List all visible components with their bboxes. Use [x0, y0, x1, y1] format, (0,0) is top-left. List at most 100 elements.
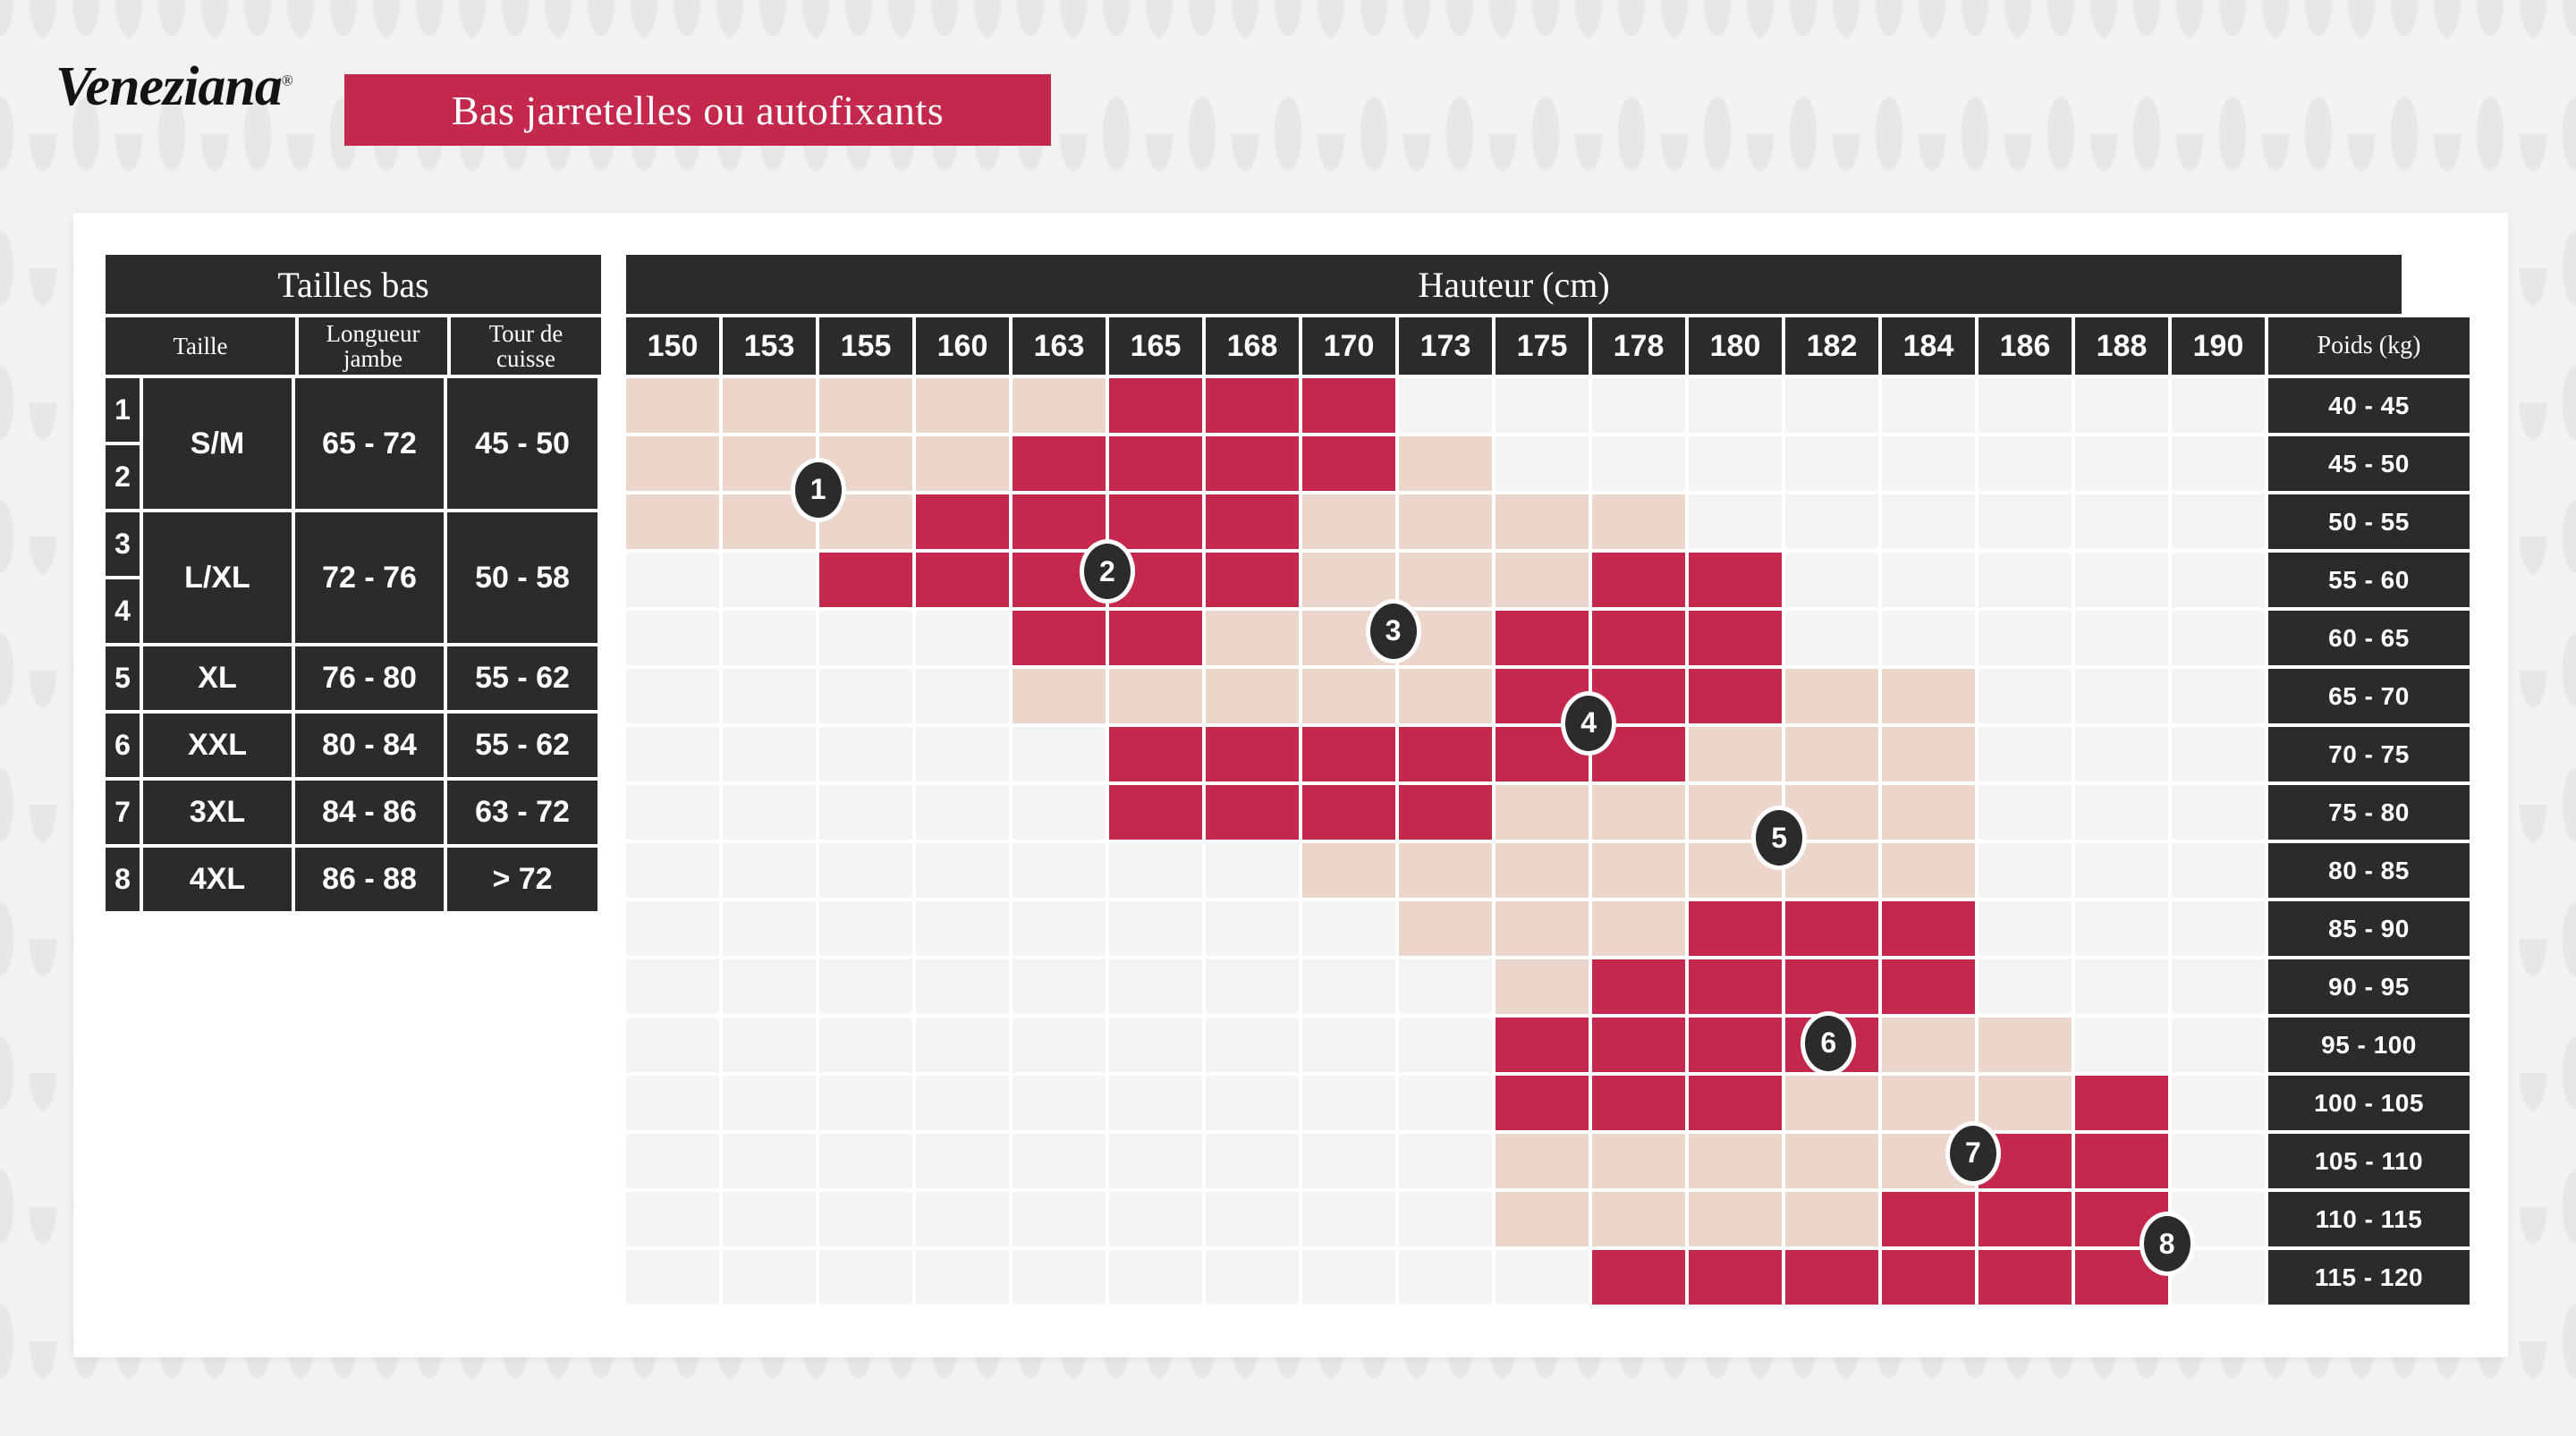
- chart-cell[interactable]: [1496, 1076, 1589, 1130]
- chart-cell[interactable]: [2075, 1018, 2168, 1072]
- chart-cell[interactable]: [819, 611, 912, 665]
- chart-cell[interactable]: [2075, 959, 2168, 1014]
- chart-cell[interactable]: [1206, 901, 1299, 956]
- chart-cell[interactable]: [626, 1134, 719, 1188]
- chart-cell[interactable]: [1882, 436, 1975, 491]
- chart-cell[interactable]: [1109, 1018, 1202, 1072]
- chart-cell[interactable]: [1302, 727, 1395, 781]
- chart-cell[interactable]: [1785, 378, 1878, 433]
- chart-cell[interactable]: [916, 1018, 1009, 1072]
- chart-cell[interactable]: [1206, 494, 1299, 549]
- chart-cell[interactable]: [723, 1076, 816, 1130]
- chart-cell[interactable]: [1785, 436, 1878, 491]
- chart-cell[interactable]: [723, 553, 816, 607]
- chart-cell[interactable]: [1882, 1076, 1975, 1130]
- chart-cell[interactable]: [2172, 901, 2265, 956]
- chart-cell[interactable]: [1785, 1192, 1878, 1246]
- chart-cell[interactable]: [723, 669, 816, 723]
- chart-cell[interactable]: [1496, 1134, 1589, 1188]
- size-marker-4[interactable]: 4: [1561, 690, 1617, 756]
- size-marker-3[interactable]: 3: [1365, 598, 1421, 663]
- chart-cell[interactable]: [1882, 378, 1975, 433]
- chart-cell[interactable]: [1399, 727, 1492, 781]
- size-marker-7[interactable]: 7: [1945, 1120, 2001, 1186]
- chart-cell[interactable]: [1302, 1192, 1395, 1246]
- chart-cell[interactable]: [723, 727, 816, 781]
- chart-cell[interactable]: [1592, 378, 1685, 433]
- chart-cell[interactable]: [1302, 1076, 1395, 1130]
- chart-cell[interactable]: [1689, 1018, 1782, 1072]
- chart-cell[interactable]: [2075, 727, 2168, 781]
- chart-cell[interactable]: [1109, 378, 1202, 433]
- chart-cell[interactable]: [1689, 1076, 1782, 1130]
- chart-cell[interactable]: [819, 378, 912, 433]
- chart-cell[interactable]: [2172, 1076, 2265, 1130]
- chart-cell[interactable]: [1013, 611, 1106, 665]
- chart-cell[interactable]: [916, 1250, 1009, 1305]
- chart-cell[interactable]: [2075, 494, 2168, 549]
- chart-cell[interactable]: [1496, 1250, 1589, 1305]
- chart-cell[interactable]: [626, 669, 719, 723]
- size-marker-1[interactable]: 1: [790, 457, 846, 522]
- chart-cell[interactable]: [1496, 901, 1589, 956]
- chart-cell[interactable]: [626, 901, 719, 956]
- chart-cell[interactable]: [1013, 1134, 1106, 1188]
- chart-cell[interactable]: [916, 1134, 1009, 1188]
- chart-cell[interactable]: [1206, 378, 1299, 433]
- chart-cell[interactable]: [819, 843, 912, 898]
- chart-cell[interactable]: [1399, 785, 1492, 840]
- chart-cell[interactable]: [1979, 494, 2072, 549]
- chart-cell[interactable]: [2172, 669, 2265, 723]
- chart-cell[interactable]: [2075, 553, 2168, 607]
- chart-cell[interactable]: [1689, 1250, 1782, 1305]
- chart-cell[interactable]: [1399, 436, 1492, 491]
- chart-cell[interactable]: [723, 785, 816, 840]
- chart-cell[interactable]: [2075, 378, 2168, 433]
- chart-cell[interactable]: [723, 611, 816, 665]
- chart-cell[interactable]: [1302, 494, 1395, 549]
- chart-cell[interactable]: [1109, 901, 1202, 956]
- chart-cell[interactable]: [1979, 1018, 2072, 1072]
- chart-cell[interactable]: [1302, 378, 1395, 433]
- chart-cell[interactable]: [1785, 669, 1878, 723]
- chart-cell[interactable]: [1109, 1134, 1202, 1188]
- chart-cell[interactable]: [2075, 1134, 2168, 1188]
- chart-cell[interactable]: [1013, 1076, 1106, 1130]
- chart-cell[interactable]: [723, 1250, 816, 1305]
- chart-cell[interactable]: [819, 785, 912, 840]
- chart-cell[interactable]: [1979, 901, 2072, 956]
- chart-cell[interactable]: [1592, 901, 1685, 956]
- size-marker-5[interactable]: 5: [1751, 806, 1808, 871]
- chart-cell[interactable]: [626, 1250, 719, 1305]
- chart-cell[interactable]: [2172, 378, 2265, 433]
- chart-cell[interactable]: [916, 669, 1009, 723]
- chart-cell[interactable]: [1399, 843, 1492, 898]
- chart-cell[interactable]: [916, 553, 1009, 607]
- chart-cell[interactable]: [1979, 436, 2072, 491]
- chart-cell[interactable]: [1206, 1076, 1299, 1130]
- chart-cell[interactable]: [1592, 959, 1685, 1014]
- chart-cell[interactable]: [1785, 727, 1878, 781]
- chart-cell[interactable]: [819, 1192, 912, 1246]
- size-marker-8[interactable]: 8: [2139, 1212, 2195, 1276]
- chart-cell[interactable]: [1592, 785, 1685, 840]
- chart-cell[interactable]: [2172, 1018, 2265, 1072]
- chart-cell[interactable]: [1979, 611, 2072, 665]
- chart-cell[interactable]: [723, 1018, 816, 1072]
- chart-cell[interactable]: [916, 611, 1009, 665]
- chart-cell[interactable]: [1399, 1250, 1492, 1305]
- chart-cell[interactable]: [1302, 669, 1395, 723]
- chart-cell[interactable]: [819, 1250, 912, 1305]
- chart-cell[interactable]: [1109, 959, 1202, 1014]
- chart-cell[interactable]: [1109, 785, 1202, 840]
- chart-cell[interactable]: [819, 1076, 912, 1130]
- chart-cell[interactable]: [1302, 959, 1395, 1014]
- chart-cell[interactable]: [1689, 1192, 1782, 1246]
- chart-cell[interactable]: [1013, 901, 1106, 956]
- chart-cell[interactable]: [1302, 785, 1395, 840]
- chart-cell[interactable]: [1785, 611, 1878, 665]
- chart-cell[interactable]: [916, 494, 1009, 549]
- chart-cell[interactable]: [1399, 1192, 1492, 1246]
- chart-cell[interactable]: [626, 785, 719, 840]
- chart-cell[interactable]: [626, 378, 719, 433]
